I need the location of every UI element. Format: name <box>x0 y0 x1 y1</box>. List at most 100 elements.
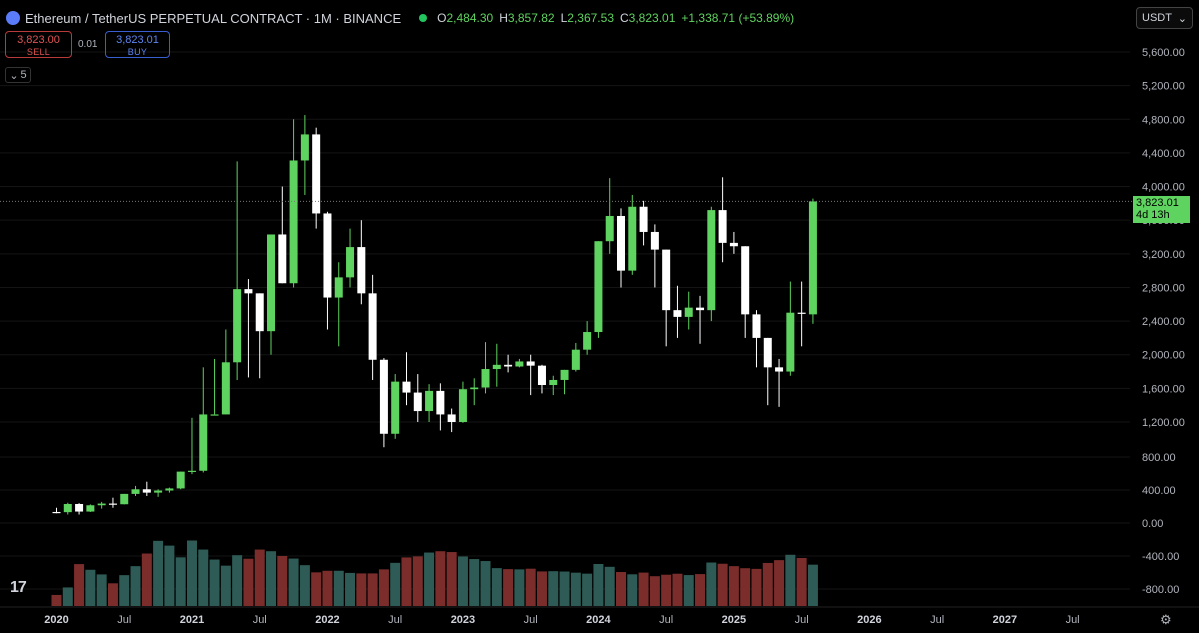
volume-bar <box>424 552 435 606</box>
volume-bar <box>514 569 525 606</box>
candle-body <box>154 490 163 493</box>
volume-bar <box>672 573 683 606</box>
candle-body <box>278 234 287 284</box>
volume-bar <box>288 558 299 606</box>
candle-body <box>684 307 693 317</box>
volume-bar <box>175 557 186 606</box>
volume-bar <box>491 568 502 606</box>
volume-bar <box>480 561 491 606</box>
volume-bar <box>164 545 175 606</box>
candle-body <box>447 414 456 422</box>
candle-body <box>244 289 253 294</box>
volume-bar <box>322 570 333 606</box>
price-axis-label: 5,600.00 <box>1142 47 1185 59</box>
candle-body <box>560 369 569 380</box>
volume-bar <box>627 574 638 606</box>
buy-button[interactable]: 3,823.01 BUY <box>105 31 170 58</box>
time-axis-label: Jul <box>388 614 402 626</box>
candle-body <box>120 493 129 505</box>
candle-body <box>187 470 196 472</box>
volume-axis-label: 0.00 <box>1142 518 1163 530</box>
volume-bar <box>356 573 367 606</box>
candle-body <box>696 307 705 311</box>
time-axis-label: 2020 <box>44 614 68 626</box>
candle-body <box>775 367 784 372</box>
candle-body <box>75 503 84 512</box>
spread-value: 0.01 <box>78 39 98 50</box>
price-axis-label: 1,600.00 <box>1142 383 1185 395</box>
volume-bar <box>638 572 649 606</box>
volume-bar <box>254 549 265 606</box>
volume-bar <box>266 551 277 606</box>
candle-body <box>402 381 411 393</box>
volume-bar <box>661 574 672 606</box>
volume-bar <box>469 559 480 606</box>
symbol-title[interactable]: Ethereum / TetherUS PERPETUAL CONTRACT ·… <box>25 10 402 26</box>
candle-body <box>605 215 614 242</box>
candle-body <box>571 349 580 370</box>
candle-body <box>199 414 208 471</box>
candle-body <box>617 215 625 271</box>
volume-bar <box>548 571 559 606</box>
candle-body <box>752 314 761 338</box>
volume-bar <box>401 557 412 606</box>
candle-body <box>289 160 298 284</box>
sell-button[interactable]: 3,823.00 SELL <box>5 31 72 58</box>
time-axis-label: 2022 <box>315 614 339 626</box>
candle-body <box>718 210 727 243</box>
volume-bar <box>785 554 796 606</box>
candle-body <box>312 134 321 214</box>
candle-body <box>504 364 513 367</box>
indicators-count: 5 <box>20 69 27 81</box>
volume-bar <box>299 565 310 606</box>
indicators-toggle-button[interactable]: ⌄ 5 <box>5 67 31 83</box>
volume-bar <box>503 569 514 606</box>
bar-countdown: 4d 13h <box>1136 209 1170 221</box>
volume-bar <box>807 564 818 606</box>
price-axis-label: 2,400.00 <box>1142 316 1185 328</box>
volume-bar <box>728 566 739 606</box>
chevron-down-icon: ⌄ <box>9 69 19 82</box>
volume-bar <box>570 572 581 606</box>
price-axis-label: 2,000.00 <box>1142 350 1185 362</box>
candle-body <box>470 387 479 390</box>
time-axis-label: Jul <box>930 614 944 626</box>
volume-bar <box>796 557 807 606</box>
candle-body <box>97 503 106 506</box>
candle-body <box>63 503 72 513</box>
candle-body <box>323 213 332 298</box>
candle-body <box>346 247 355 278</box>
volume-bar <box>367 573 378 606</box>
sell-price: 3,823.00 <box>17 34 60 46</box>
candle-body <box>165 488 174 491</box>
volume-bar <box>616 572 626 606</box>
candle-body <box>549 379 558 385</box>
price-axis-label: 5,200.00 <box>1142 81 1185 93</box>
volume-bar <box>457 556 468 606</box>
gear-icon[interactable]: ⚙ <box>1160 612 1172 627</box>
time-axis-label: 2023 <box>451 614 475 626</box>
volume-bar <box>559 571 570 606</box>
price-axis-label: 2,800.00 <box>1142 282 1185 294</box>
ohlc-values: O2,484.30 H3,857.82 L2,367.53 C3,823.01 … <box>437 11 795 25</box>
volume-axis-label: -800.00 <box>1142 584 1179 596</box>
candle-body <box>526 361 535 366</box>
candle-body <box>707 210 716 311</box>
candle-body <box>413 392 422 412</box>
candle-body <box>425 390 434 412</box>
candle-body <box>379 359 388 434</box>
volume-bar <box>582 573 593 606</box>
volume-bar <box>51 594 62 606</box>
candle-body <box>142 489 151 493</box>
candle-body <box>221 362 230 415</box>
candle-body <box>86 505 95 512</box>
currency-selector[interactable]: USDT ⌄ <box>1136 7 1193 29</box>
tradingview-logo-icon[interactable]: 17 <box>10 579 27 596</box>
time-axis-label: Jul <box>659 614 673 626</box>
candle-body <box>267 234 276 332</box>
candle-body <box>357 247 366 294</box>
time-axis-label: Jul <box>1066 614 1080 626</box>
time-axis-label: 2024 <box>586 614 611 626</box>
candle-body <box>515 361 524 367</box>
